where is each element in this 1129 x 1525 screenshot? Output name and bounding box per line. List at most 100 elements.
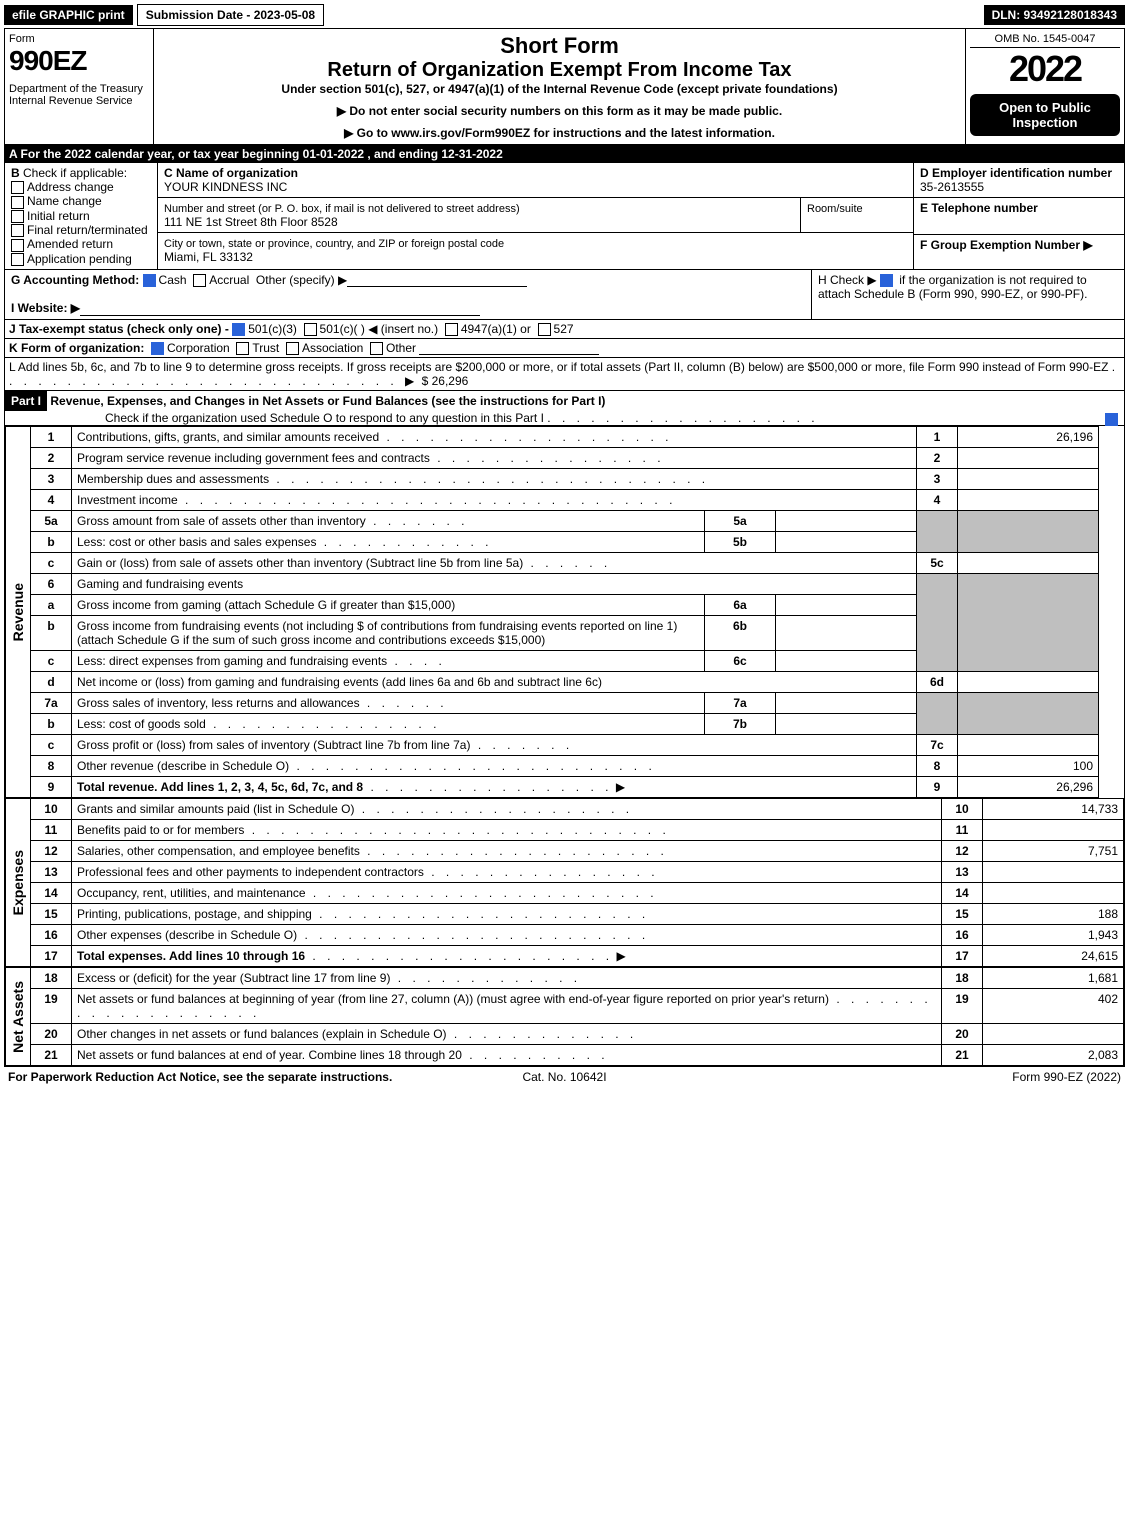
net-assets-sidebar: Net Assets <box>5 967 30 1066</box>
goto-link[interactable]: ▶ Go to www.irs.gov/Form990EZ for instru… <box>158 126 961 140</box>
city-state-zip: Miami, FL 33132 <box>164 250 253 264</box>
form-version: Form 990-EZ (2022) <box>607 1070 1121 1084</box>
submission-date: Submission Date - 2023-05-08 <box>137 4 324 26</box>
4947-checkbox[interactable] <box>445 323 458 336</box>
sections-b-through-f: B Check if applicable: Address change Na… <box>5 163 1124 270</box>
line-10: 10Grants and similar amounts paid (list … <box>31 799 1124 820</box>
section-d-label: D Employer identification number <box>920 166 1112 180</box>
section-l-amount: $ 26,296 <box>422 374 469 388</box>
line-20: 20Other changes in net assets or fund ba… <box>31 1024 1124 1045</box>
omb-number: OMB No. 1545-0047 <box>970 33 1120 48</box>
expenses-section: Expenses 10Grants and similar amounts pa… <box>5 798 1124 967</box>
paperwork-notice: For Paperwork Reduction Act Notice, see … <box>8 1070 522 1084</box>
revenue-section: Revenue 1Contributions, gifts, grants, a… <box>5 426 1099 798</box>
line-19: 19Net assets or fund balances at beginni… <box>31 989 1124 1024</box>
section-l-text: L Add lines 5b, 6c, and 7b to line 9 to … <box>9 360 1108 374</box>
line-5c: cGain or (loss) from sale of assets othe… <box>31 553 1099 574</box>
net-assets-table: 18Excess or (deficit) for the year (Subt… <box>30 967 1124 1066</box>
association-checkbox[interactable] <box>286 342 299 355</box>
section-k: K Form of organization: Corporation Trus… <box>5 339 1124 358</box>
line-8: 8Other revenue (describe in Schedule O) … <box>31 756 1099 777</box>
catalog-number: Cat. No. 10642I <box>522 1070 606 1084</box>
section-i-label: I Website: ▶ <box>11 301 80 315</box>
other-org-checkbox[interactable] <box>370 342 383 355</box>
line-4: 4Investment income . . . . . . . . . . .… <box>31 490 1099 511</box>
net-assets-section: Net Assets 18Excess or (deficit) for the… <box>5 967 1124 1066</box>
efile-print-button[interactable]: efile GRAPHIC print <box>4 5 133 25</box>
section-c-label: C Name of organization <box>164 166 298 180</box>
line-16: 16Other expenses (describe in Schedule O… <box>31 925 1124 946</box>
line-2: 2Program service revenue including gover… <box>31 448 1099 469</box>
other-org-input[interactable] <box>419 342 599 355</box>
dept-treasury: Department of the Treasury <box>9 83 149 95</box>
501c3-label: 501(c)(3) <box>248 322 297 336</box>
initial-return-checkbox[interactable] <box>11 210 24 223</box>
expenses-table: 10Grants and similar amounts paid (list … <box>30 798 1124 967</box>
line-18: 18Excess or (deficit) for the year (Subt… <box>31 968 1124 989</box>
section-h-label: H Check ▶ <box>818 273 877 287</box>
501c-checkbox[interactable] <box>304 323 317 336</box>
dept-irs: Internal Revenue Service <box>9 95 149 107</box>
4947-label: 4947(a)(1) or <box>461 322 531 336</box>
accrual-checkbox[interactable] <box>193 274 206 287</box>
line-14: 14Occupancy, rent, utilities, and mainte… <box>31 883 1124 904</box>
section-j: J Tax-exempt status (check only one) - 5… <box>5 320 1124 339</box>
line-21: 21Net assets or fund balances at end of … <box>31 1045 1124 1066</box>
part-1-title: Revenue, Expenses, and Changes in Net As… <box>50 394 605 408</box>
address-change-label: Address change <box>27 180 114 194</box>
expenses-sidebar: Expenses <box>5 798 30 967</box>
revenue-table: 1Contributions, gifts, grants, and simil… <box>30 426 1099 798</box>
tax-year: 2022 <box>970 48 1120 90</box>
amended-return-checkbox[interactable] <box>11 239 24 252</box>
trust-checkbox[interactable] <box>236 342 249 355</box>
top-bar: efile GRAPHIC print Submission Date - 20… <box>4 4 1125 26</box>
other-org-label: Other <box>386 341 416 355</box>
527-label: 527 <box>554 322 574 336</box>
corporation-checkbox[interactable] <box>151 342 164 355</box>
trust-label: Trust <box>252 341 279 355</box>
part-1-dots: . . . . . . . . . . . . . . . . . . . <box>547 411 818 425</box>
line-17: 17Total expenses. Add lines 10 through 1… <box>31 946 1124 967</box>
open-to-public: Open to Public Inspection <box>970 94 1120 136</box>
address-change-checkbox[interactable] <box>11 181 24 194</box>
form-header: Form 990EZ Department of the Treasury In… <box>5 29 1124 145</box>
org-name: YOUR KINDNESS INC <box>164 180 287 194</box>
short-form-title: Short Form <box>158 33 961 59</box>
final-return-label: Final return/terminated <box>27 223 148 237</box>
schedule-o-checkbox[interactable] <box>1105 413 1118 426</box>
website-input[interactable] <box>80 303 480 316</box>
return-title: Return of Organization Exempt From Incom… <box>158 59 961 82</box>
name-change-label: Name change <box>27 194 102 208</box>
section-g-label: G Accounting Method: <box>11 273 139 287</box>
527-checkbox[interactable] <box>538 323 551 336</box>
line-12: 12Salaries, other compensation, and empl… <box>31 841 1124 862</box>
other-specify-label: Other (specify) ▶ <box>256 273 347 287</box>
501c3-checkbox[interactable] <box>232 323 245 336</box>
schedule-b-checkbox[interactable] <box>880 274 893 287</box>
part-1-header: Part I Revenue, Expenses, and Changes in… <box>5 391 1124 426</box>
name-change-checkbox[interactable] <box>11 196 24 209</box>
line-7a: 7aGross sales of inventory, less returns… <box>31 693 1099 714</box>
line-7c: cGross profit or (loss) from sales of in… <box>31 735 1099 756</box>
application-pending-label: Application pending <box>27 252 132 266</box>
section-f-label: F Group Exemption Number ▶ <box>920 238 1093 252</box>
section-b-label: B <box>11 166 20 180</box>
line-3: 3Membership dues and assessments . . . .… <box>31 469 1099 490</box>
final-return-checkbox[interactable] <box>11 224 24 237</box>
application-pending-checkbox[interactable] <box>11 253 24 266</box>
page-footer: For Paperwork Reduction Act Notice, see … <box>4 1067 1125 1087</box>
501c-label: 501(c)( ) ◀ (insert no.) <box>320 322 439 336</box>
header-left: Form 990EZ Department of the Treasury In… <box>5 29 154 144</box>
dln-label: DLN: 93492128018343 <box>984 5 1125 25</box>
line-1: 1Contributions, gifts, grants, and simil… <box>31 427 1099 448</box>
section-j-label: J Tax-exempt status (check only one) - <box>9 322 229 336</box>
check-if-applicable: Check if applicable: <box>23 166 127 180</box>
other-specify-input[interactable] <box>347 274 527 287</box>
association-label: Association <box>302 341 363 355</box>
ssn-note: ▶ Do not enter social security numbers o… <box>158 104 961 118</box>
room-suite-label: Room/suite <box>807 203 863 215</box>
cash-checkbox[interactable] <box>143 274 156 287</box>
line-9: 9Total revenue. Add lines 1, 2, 3, 4, 5c… <box>31 777 1099 798</box>
accrual-label: Accrual <box>209 273 249 287</box>
section-a-calendar-year: A For the 2022 calendar year, or tax yea… <box>5 145 1124 163</box>
